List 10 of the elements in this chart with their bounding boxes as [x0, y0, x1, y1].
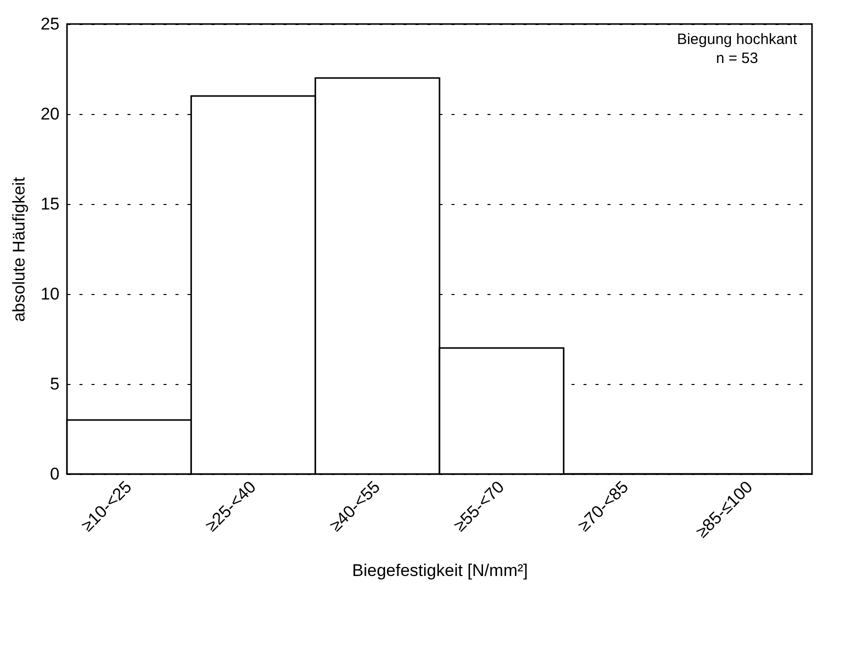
y-tick-label: 5	[50, 374, 60, 394]
y-tick-label: 15	[40, 194, 60, 214]
y-tick-label: 10	[40, 284, 60, 304]
y-tick-label: 20	[40, 104, 60, 124]
annotation: Biegung hochkant	[676, 31, 798, 48]
x-axis-title: Biegefestigkeit [N/mm²]	[352, 560, 528, 580]
y-tick-label: 25	[40, 14, 60, 34]
annotation: n = 53	[716, 50, 758, 67]
y-tick-label: 0	[50, 464, 60, 484]
y-axis-title: absolute Häufigkeit	[10, 176, 29, 322]
